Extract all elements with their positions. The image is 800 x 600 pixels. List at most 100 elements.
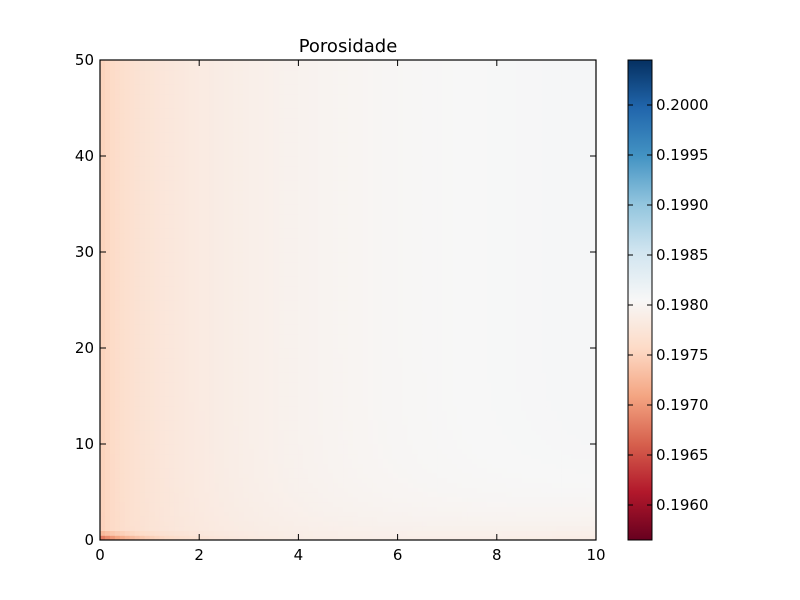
heatmap-cell — [467, 338, 473, 344]
heatmap-cell — [104, 391, 111, 397]
heatmap-cell — [288, 338, 295, 344]
heatmap-cell — [303, 405, 309, 411]
heatmap-cell — [472, 376, 478, 383]
heatmap-cell — [114, 535, 121, 540]
heatmap-cell — [214, 319, 220, 325]
heatmap-cell — [104, 453, 111, 459]
heatmap-cell — [506, 487, 513, 493]
heatmap-cell — [154, 309, 161, 315]
heatmap-cell — [556, 314, 562, 320]
heatmap-cell — [367, 343, 374, 349]
heatmap-cell — [566, 343, 572, 349]
heatmap-cell — [491, 391, 498, 397]
heatmap-cell — [204, 352, 210, 359]
heatmap-cell — [506, 319, 513, 325]
heatmap-cell — [268, 372, 275, 378]
heatmap-cell — [506, 410, 513, 416]
heatmap-cell — [481, 400, 488, 407]
heatmap-cell — [412, 501, 419, 507]
heatmap-cell — [343, 501, 349, 507]
heatmap-cell — [149, 525, 156, 531]
heatmap-cell — [521, 516, 528, 522]
heatmap-cell — [516, 482, 523, 488]
heatmap-cell — [119, 496, 126, 503]
heatmap-cell — [333, 492, 339, 498]
heatmap-cell — [184, 362, 190, 368]
heatmap-cell — [352, 405, 359, 411]
heatmap-cell — [432, 472, 438, 479]
heatmap-cell — [164, 357, 171, 363]
heatmap-cell — [352, 328, 359, 335]
heatmap-cell — [427, 434, 433, 440]
heatmap-cell — [129, 300, 136, 306]
heatmap-cell — [263, 506, 270, 512]
heatmap-cell — [318, 391, 324, 397]
heatmap-cell — [238, 343, 245, 349]
heatmap-cell — [581, 472, 587, 479]
heatmap-cell — [506, 439, 513, 445]
heatmap-cell — [303, 367, 309, 373]
heatmap-cell — [248, 501, 255, 507]
heatmap-cell — [303, 463, 309, 469]
heatmap-cell — [303, 372, 309, 378]
heatmap-cell — [179, 343, 185, 349]
heatmap-cell — [506, 343, 513, 349]
heatmap-cell — [318, 400, 324, 407]
heatmap-cell — [357, 530, 364, 536]
heatmap-cell — [313, 300, 319, 306]
heatmap-cell — [303, 477, 309, 483]
heatmap-cell — [387, 448, 394, 455]
heatmap-cell — [104, 420, 111, 426]
heatmap-cell — [402, 348, 409, 354]
heatmap-cell — [367, 434, 374, 440]
heatmap-cell — [357, 506, 364, 512]
heatmap-cell — [149, 530, 156, 536]
heatmap-cell — [566, 333, 572, 339]
heatmap-cell — [109, 492, 116, 498]
heatmap-cell — [367, 405, 374, 411]
heatmap-cell — [382, 309, 389, 315]
heatmap-cell — [586, 492, 592, 498]
heatmap-cell — [293, 381, 299, 387]
heatmap-cell — [367, 472, 374, 479]
heatmap-cell — [546, 367, 552, 373]
heatmap-cell — [119, 376, 126, 383]
heatmap-cell — [318, 439, 324, 445]
heatmap-cell — [437, 501, 443, 507]
heatmap-cell — [591, 400, 596, 407]
heatmap-cell — [447, 333, 453, 339]
heatmap-cell — [571, 472, 577, 479]
heatmap-cell — [323, 319, 329, 325]
heatmap-cell — [248, 434, 255, 440]
heatmap-cell — [253, 343, 260, 349]
heatmap-cell — [352, 535, 359, 540]
heatmap-cell — [199, 319, 205, 325]
heatmap-cell — [228, 482, 235, 488]
heatmap-cell — [372, 372, 379, 378]
heatmap-cell — [179, 516, 185, 522]
heatmap-cell — [169, 448, 175, 455]
heatmap-cell — [159, 309, 166, 315]
heatmap-cell — [516, 496, 523, 503]
heatmap-cell — [472, 477, 478, 483]
heatmap-cell — [243, 415, 250, 421]
heatmap-cell — [214, 304, 220, 311]
heatmap-cell — [496, 357, 503, 363]
heatmap-cell — [427, 400, 433, 407]
heatmap-cell — [328, 420, 334, 426]
heatmap-cell — [273, 520, 280, 527]
heatmap-cell — [352, 372, 359, 378]
heatmap-cell — [278, 429, 285, 435]
heatmap-cell — [372, 324, 379, 330]
heatmap-cell — [496, 348, 503, 354]
heatmap-cell — [308, 376, 314, 383]
heatmap-cell — [219, 530, 225, 536]
heatmap-cell — [224, 477, 230, 483]
heatmap-cell — [174, 357, 180, 363]
heatmap-cell — [377, 343, 384, 349]
heatmap-cell — [119, 487, 126, 493]
heatmap-cell — [129, 477, 136, 483]
heatmap-cell — [352, 434, 359, 440]
heatmap-cell — [437, 516, 443, 522]
heatmap-cell — [100, 396, 106, 402]
